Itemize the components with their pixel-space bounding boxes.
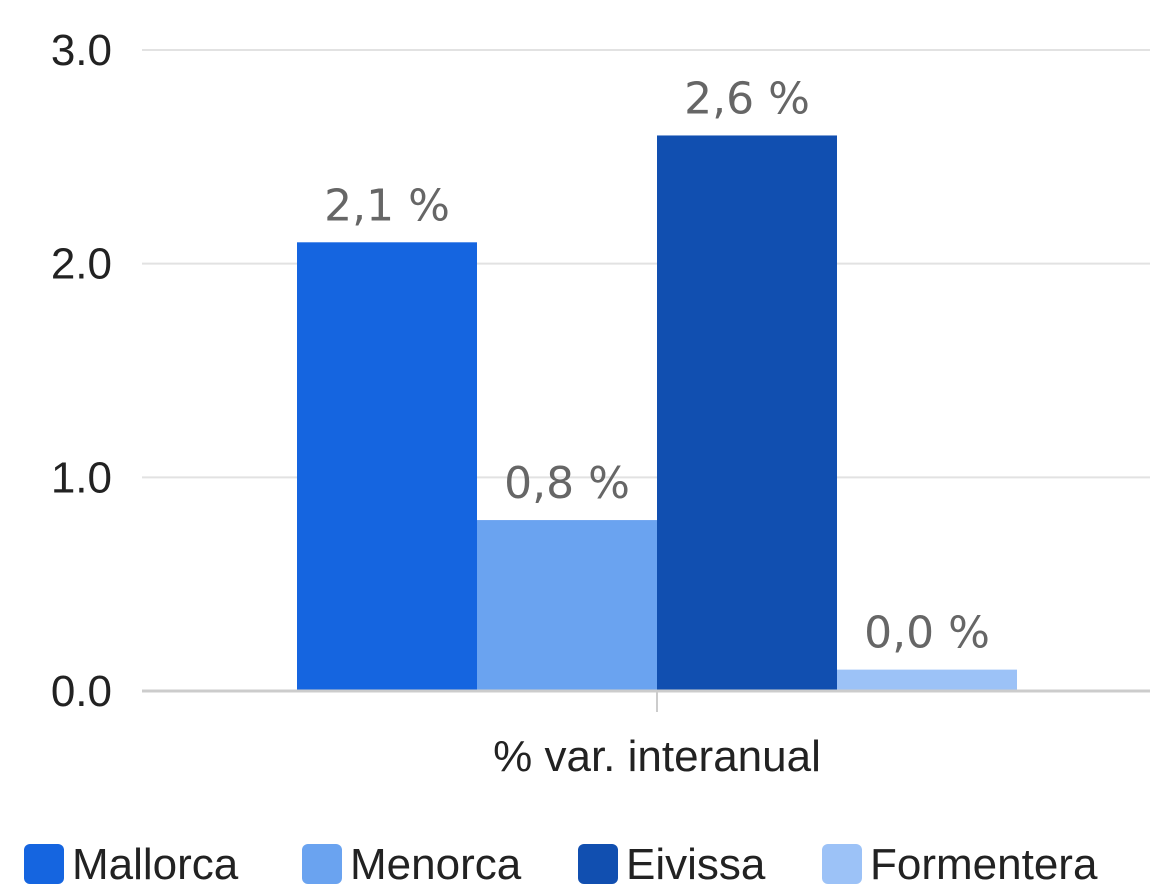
legend-label-eivissa: Eivissa [626, 840, 766, 888]
data-label-eivissa: 2,6 % [684, 73, 810, 124]
legend-label-formentera: Formentera [870, 840, 1098, 888]
x-axis: % var. interanual [142, 689, 1150, 781]
y-tick-label: 3.0 [51, 26, 112, 75]
data-label-menorca: 0,8 % [504, 458, 630, 509]
legend-swatch-mallorca [24, 844, 64, 884]
bars [297, 135, 1017, 692]
y-tick-label: 2.0 [51, 240, 112, 289]
data-label-formentera: 0,0 % [864, 608, 990, 659]
x-category-label: % var. interanual [493, 732, 821, 781]
legend-swatch-formentera [822, 844, 862, 884]
y-tick-label: 1.0 [51, 453, 112, 502]
y-axis-ticks: 0.0 1.0 2.0 3.0 [51, 26, 112, 716]
bar-formentera [837, 669, 1017, 691]
gridlines [142, 49, 1150, 479]
bar-mallorca [297, 242, 477, 692]
data-labels: 2,1 % 0,8 % 2,6 % 0,0 % [324, 73, 990, 658]
legend-label-mallorca: Mallorca [72, 840, 239, 888]
legend: Mallorca Menorca Eivissa Formentera [24, 840, 1098, 888]
legend-label-menorca: Menorca [350, 840, 522, 888]
legend-swatch-menorca [302, 844, 342, 884]
bar-eivissa [657, 135, 837, 691]
bar-menorca [477, 520, 657, 691]
data-label-mallorca: 2,1 % [324, 180, 450, 231]
y-tick-label: 0.0 [51, 667, 112, 716]
legend-swatch-eivissa [578, 844, 618, 884]
